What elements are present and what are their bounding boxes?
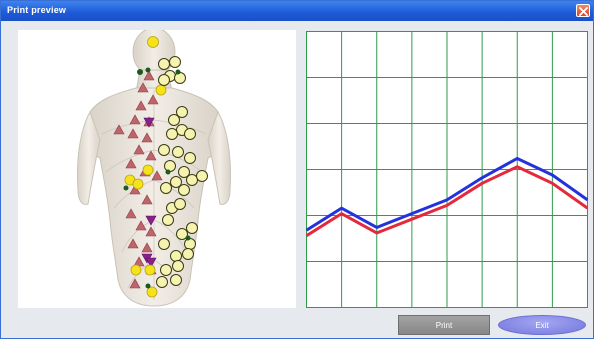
line-chart xyxy=(305,31,589,308)
body-diagram-panel xyxy=(18,27,296,308)
exit-button[interactable]: Exit xyxy=(498,315,586,335)
line-chart-panel xyxy=(305,31,589,308)
close-icon xyxy=(579,6,588,16)
window-title: Print preview xyxy=(7,5,67,15)
print-button[interactable]: Print xyxy=(398,315,490,335)
series-line-2 xyxy=(305,165,589,238)
title-bar[interactable]: Print preview xyxy=(1,1,593,21)
human-body-back-icon xyxy=(77,27,231,307)
close-button[interactable] xyxy=(576,4,590,17)
series-line-1 xyxy=(305,156,589,232)
